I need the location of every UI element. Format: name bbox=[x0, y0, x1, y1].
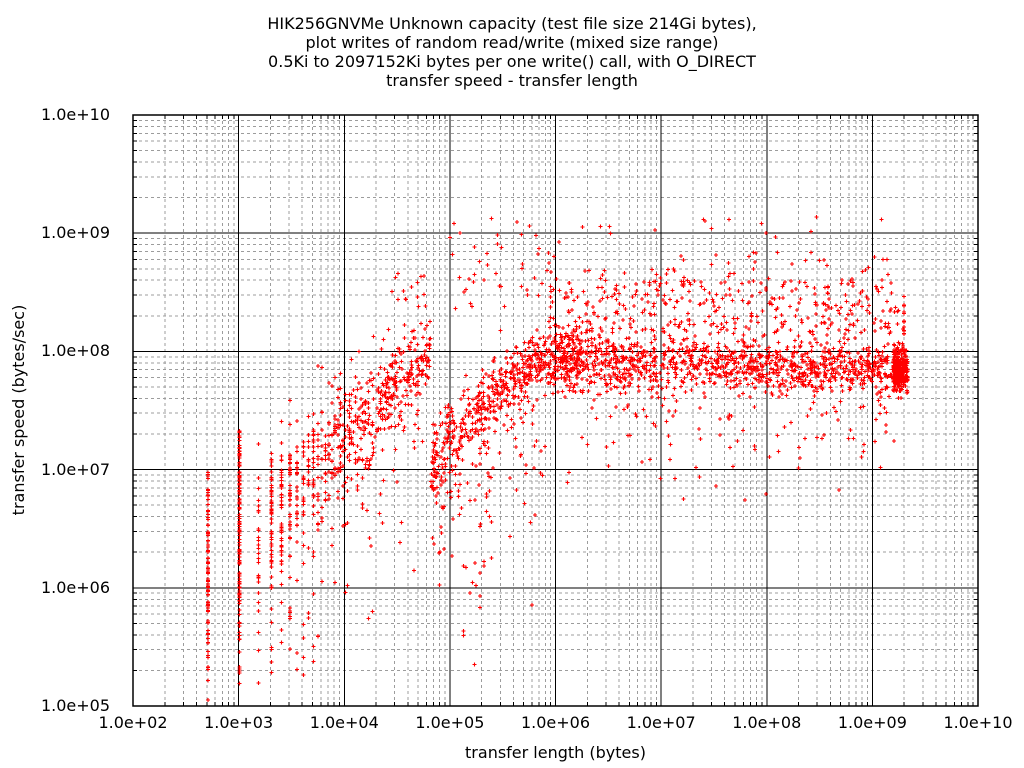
y-tick-label-1.0e+06: 1.0e+06 bbox=[40, 577, 110, 597]
x-tick-label-1.0e+02: 1.0e+02 bbox=[98, 713, 168, 732]
y-tick-label-1.0e+09: 1.0e+09 bbox=[40, 223, 110, 243]
y-tick-label-1.0e+05: 1.0e+05 bbox=[40, 696, 110, 715]
y-tick-label-1.0e+07: 1.0e+07 bbox=[40, 459, 110, 479]
x-tick-label-1.0e+06: 1.0e+06 bbox=[520, 713, 591, 732]
x-tick-label-1.0e+04: 1.0e+04 bbox=[309, 713, 379, 732]
x-tick-label-1.0e+05: 1.0e+05 bbox=[415, 713, 485, 732]
chart-title: HIK256GNVMe Unknown capacity (test file … bbox=[0, 14, 1024, 90]
x-tick-label-1.0e+08: 1.0e+08 bbox=[732, 713, 802, 732]
y-tick-label-1.0e+10: 1.0e+10 bbox=[40, 105, 110, 124]
title-line-3: 0.5Ki to 2097152Ki bytes per one write()… bbox=[268, 52, 756, 71]
title-line-4: transfer speed - transfer length bbox=[386, 71, 638, 90]
x-tick-label-1.0e+09: 1.0e+09 bbox=[837, 713, 907, 732]
x-axis-title: transfer length (bytes) bbox=[465, 743, 646, 762]
x-tick-label-1.0e+03: 1.0e+03 bbox=[204, 713, 274, 732]
plot-border bbox=[132, 114, 979, 707]
title-line-2: plot writes of random read/write (mixed … bbox=[305, 33, 719, 52]
x-tick-label-1.0e+07: 1.0e+07 bbox=[626, 713, 696, 732]
y-axis-title: transfer speed (bytes/sec) bbox=[9, 304, 28, 516]
scatter-points bbox=[206, 215, 910, 702]
x-tick-label-1.0e+10: 1.0e+10 bbox=[943, 713, 1013, 732]
title-line-1: HIK256GNVMe Unknown capacity (test file … bbox=[267, 14, 757, 33]
y-tick-label-1.0e+08: 1.0e+08 bbox=[40, 341, 110, 361]
major-grid bbox=[133, 115, 978, 706]
